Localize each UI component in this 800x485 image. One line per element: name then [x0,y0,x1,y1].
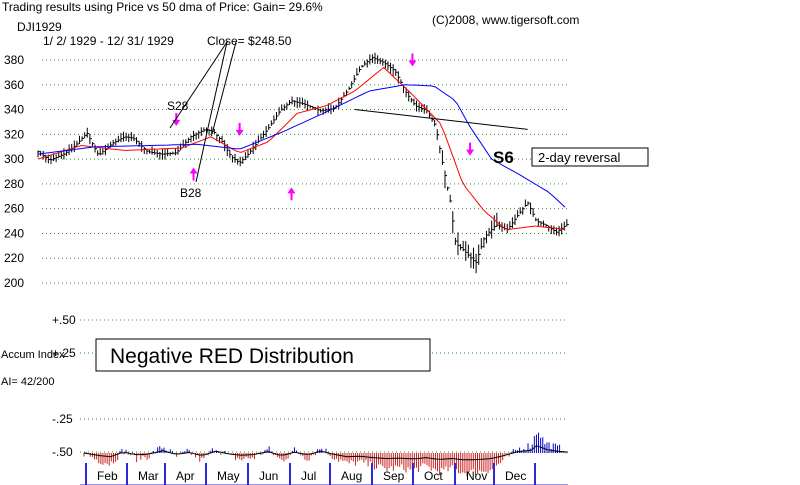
buy-arrow-head-3 [287,187,296,194]
month-label-mar: Mar [138,469,159,483]
month-label-feb: Feb [97,469,118,483]
accum-tick-3: -.50 [52,445,73,459]
buy-arrow-head-1 [189,167,198,174]
month-label-jul: Jul [301,469,316,483]
price-tick-300: 300 [4,152,24,166]
signal-arrows [172,53,475,201]
reversal-annotation-text: 2-day reversal [538,150,620,165]
date-range-label: 1/ 2/ 1929 - 12/ 31/ 1929 [43,34,174,48]
sell-arrow-head-2 [235,129,244,136]
chart-title: Trading results using Price vs 50 dma of… [2,0,323,14]
month-label-jun: Jun [259,469,278,483]
price-tick-280: 280 [4,177,24,191]
month-axis: Feb Mar Apr May Jun Jul Aug Sep Oct Nov Dec [80,463,568,485]
price-tick-360: 360 [4,78,24,92]
accum-tick-2: -.25 [52,412,73,426]
price-bars [37,52,569,274]
month-label-nov: Nov [466,469,487,483]
distribution-banner-text: Negative RED Distribution [110,345,354,368]
price-tick-340: 340 [4,103,24,117]
distribution-banner-box [95,338,431,372]
short-moving-average-line [37,66,566,230]
accum-index-line [83,445,569,461]
b28-label: B28 [180,186,202,200]
close-price-label: Close= $248.50 [207,34,292,48]
accum-tick-1: +.25 [52,346,76,360]
accum-axis-ticks: +.50 +.25 -.25 -.50 [52,313,76,459]
sell-arrow-head-5 [466,149,475,156]
price-tick-220: 220 [4,251,24,265]
reversal-annotation-box [531,147,649,167]
month-label-dec: Dec [505,469,526,483]
month-label-sep: Sep [383,469,405,483]
trendline [354,109,528,130]
price-tick-240: 240 [4,226,24,240]
month-label-may: May [217,469,240,483]
symbol-label: DJI1929 [17,20,62,34]
50-dma-line [37,84,566,208]
price-tick-260: 260 [4,202,24,216]
price-tick-380: 380 [4,53,24,67]
month-label-apr: Apr [176,469,195,483]
copyright-text: (C)2008, www.tigersoft.com [432,13,579,27]
price-gridlines [42,59,568,284]
s6-label: S6 [493,148,514,167]
s28-label: S28 [167,99,189,113]
month-label-aug: Aug [341,469,362,483]
ai-label: AI= 42/200 [1,376,55,388]
signal-callout-lines [169,41,237,183]
price-axis-ticks: 380 360 340 320 300 280 260 240 220 200 [4,53,24,290]
accum-tick-0: +.50 [52,313,76,327]
price-tick-200: 200 [4,276,24,290]
month-label-oct: Oct [424,469,443,483]
accum-label: Accum Index [1,349,65,361]
sell-arrow-head-4 [408,60,417,67]
price-tick-320: 320 [4,127,24,141]
